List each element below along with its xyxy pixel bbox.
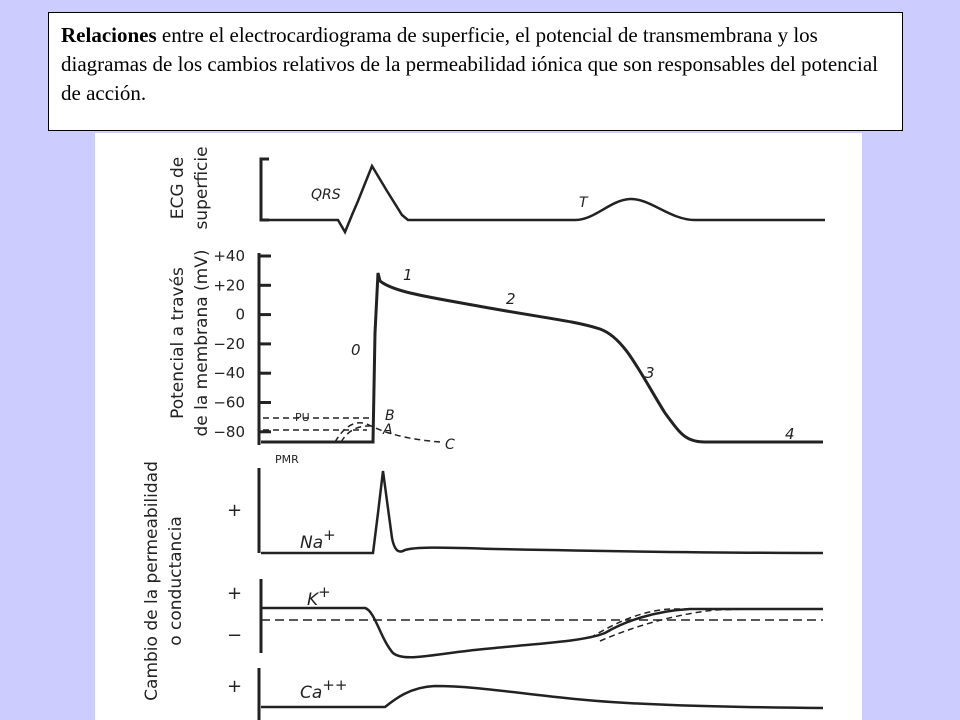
k-label: K+ [307, 583, 331, 610]
pu-label: PU [295, 411, 310, 424]
permeability-axis-label-2: o conductancia [166, 516, 186, 646]
potential-tick-label: −20 [213, 335, 245, 353]
caption-bold-word: Relaciones [61, 23, 157, 47]
permeability-axis-label-1: Cambio de la permeabilidad [142, 461, 162, 701]
ecg-axis-label-1: ECG de [168, 157, 188, 219]
action-potential-trace [261, 272, 823, 444]
potential-axis-label-2: de la membrana (mV) [192, 249, 212, 436]
potential-tick-label: +40 [213, 247, 245, 265]
potential-axis-label-1: Potencial a través [168, 267, 188, 419]
na-label: Na+ [300, 526, 336, 553]
potential-tick-label: −60 [213, 394, 245, 412]
potential-tick-label: −40 [213, 364, 245, 382]
figure-svg: ECG de superficie QRS T Potencial a trav… [142, 146, 825, 720]
k-variant-dashed-2 [599, 608, 746, 642]
phase-1-label: 1 [403, 266, 413, 284]
figure-caption: Relaciones entre el electrocardiograma d… [48, 12, 903, 131]
point-b-label: B [385, 408, 395, 424]
na-trace [261, 470, 824, 555]
k-variant-dashed-1 [589, 608, 715, 639]
k-minus-sign: − [227, 625, 242, 646]
subthreshold-curve-c [334, 421, 441, 443]
subthreshold-curve-a [340, 425, 376, 443]
point-c-label: C [445, 437, 455, 453]
pmr-label: PMR [275, 453, 299, 466]
ca-plus-sign: + [227, 676, 242, 697]
phase-2-label: 2 [506, 290, 516, 308]
k-trace [261, 606, 823, 659]
potential-tick-labels: +40 +20 0 −20 −40 −60 −80 [213, 247, 271, 441]
ecg-bracket [259, 157, 269, 222]
caption-text: entre el electrocardiograma de superfici… [61, 23, 878, 105]
potential-tick-label: +20 [213, 276, 245, 294]
potential-tick-label: −80 [213, 423, 245, 441]
ca-label: Ca++ [300, 676, 347, 703]
ecg-qrs-label: QRS [311, 187, 341, 203]
phase-3-label: 3 [645, 364, 655, 382]
point-a-label: A [382, 422, 393, 438]
ecg-trace [261, 163, 825, 235]
k-plus-sign: + [227, 583, 242, 604]
ca-trace [261, 684, 824, 710]
ecg-axis-label-2: superficie [192, 146, 212, 229]
na-plus-sign: + [227, 500, 242, 521]
ecg-t-label: T [579, 195, 589, 211]
potential-tick-label: 0 [235, 306, 245, 324]
phase-4-label: 4 [785, 425, 795, 443]
phase-0-label: 0 [351, 341, 361, 359]
electrophysiology-figure: ECG de superficie QRS T Potencial a trav… [95, 133, 862, 720]
